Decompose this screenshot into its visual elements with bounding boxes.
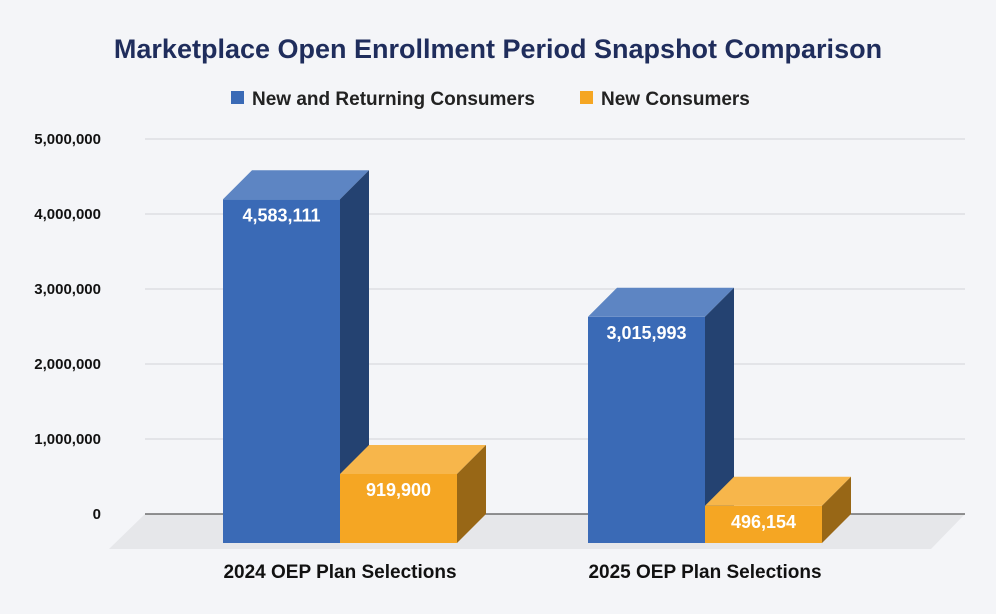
bar-side (822, 476, 851, 543)
bar: 4,583,111 (223, 170, 369, 544)
bar-value-label: 496,154 (731, 512, 796, 532)
bar-value-label: 3,015,993 (606, 323, 686, 343)
y-axis: 0 1,000,000 2,000,000 3,000,000 4,000,000 5,0… (34, 131, 101, 523)
bar-front (705, 505, 822, 543)
bar: 496,154 (705, 476, 851, 543)
y-tick-label: 0 (93, 506, 101, 523)
legend-swatch-new-and-returning (231, 91, 244, 104)
bar-side (457, 445, 486, 543)
bar-value-label: 919,900 (366, 480, 431, 500)
x-tick-label: 2025 OEP Plan Selections (588, 562, 821, 583)
legend-label-new-consumers: New Consumers (601, 89, 750, 110)
bar-top (705, 476, 851, 506)
bar-front (223, 199, 340, 544)
y-tick-label: 3,000,000 (34, 281, 101, 298)
y-tick-label: 1,000,000 (34, 431, 101, 448)
bar-front (340, 474, 457, 543)
chart-title: Marketplace Open Enrollment Period Snaps… (114, 34, 882, 64)
y-tick-label: 5,000,000 (34, 131, 101, 148)
bar-value-label: 4,583,111 (242, 205, 320, 225)
bar-top (340, 445, 486, 475)
bar-side (705, 287, 734, 543)
x-tick-label: 2024 OEP Plan Selections (223, 562, 456, 583)
bar-front (588, 316, 705, 543)
bar-top (223, 170, 369, 200)
bar: 919,900 (340, 445, 486, 543)
legend-label-new-and-returning: New and Returning Consumers (252, 89, 535, 110)
bars: 4,583,111 919,900 3,015,993 496,154 (223, 170, 851, 544)
legend-swatch-new-consumers (580, 91, 593, 104)
bar: 3,015,993 (588, 287, 734, 543)
y-tick-label: 4,000,000 (34, 206, 101, 223)
x-axis: 2024 OEP Plan Selections 2025 OEP Plan Se… (223, 562, 821, 583)
y-tick-label: 2,000,000 (34, 356, 101, 373)
legend: New and Returning Consumers New Consumer… (231, 89, 750, 110)
bar-top (588, 287, 734, 317)
bar-side (340, 170, 369, 544)
